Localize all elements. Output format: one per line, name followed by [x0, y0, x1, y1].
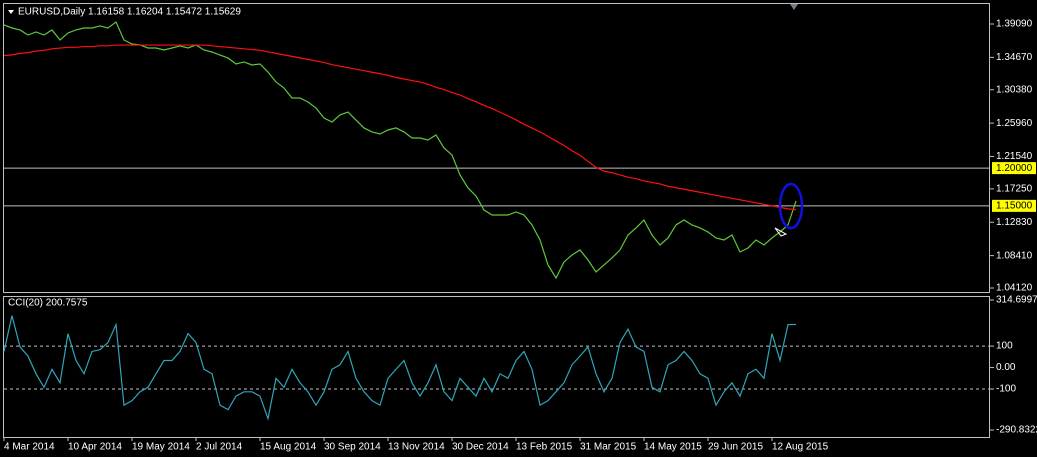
- x-tick-label: 30 Dec 2014: [452, 442, 509, 453]
- y-tick-label: 1.04120: [996, 283, 1033, 294]
- series-line: [3, 315, 797, 421]
- hline-label-box: [992, 199, 1036, 212]
- menu-arrow: [8, 10, 14, 14]
- x-tick-label: 4 Mar 2014: [4, 442, 55, 453]
- cci-panel: [3, 296, 990, 438]
- price-panel: [3, 3, 990, 293]
- y-tick-label: 1.25960: [996, 118, 1033, 129]
- y-tick-label: -100: [996, 384, 1016, 395]
- y-tick-label: -290.8322: [996, 425, 1037, 436]
- x-tick-label: 13 Nov 2014: [388, 442, 445, 453]
- y-tick-label: 100: [996, 341, 1013, 352]
- x-tick-label: 2 Jul 2014: [196, 442, 243, 453]
- y-tick-label: 1.34670: [996, 52, 1033, 63]
- x-tick-label: 10 Apr 2014: [68, 442, 122, 453]
- x-tick-label: 12 Aug 2015: [772, 442, 829, 453]
- shift-marker: [790, 4, 798, 10]
- x-tick-label: 15 Aug 2014: [260, 442, 317, 453]
- x-tick-label: 29 Jun 2015: [708, 442, 763, 453]
- series-line: [3, 44, 797, 211]
- y-tick-label: 1.17250: [996, 184, 1033, 195]
- x-tick-label: 14 May 2015: [644, 442, 702, 453]
- highlight-ellipse: [778, 182, 804, 230]
- y-tick-label: 1.12830: [996, 217, 1033, 228]
- chart-title: EURUSD,Daily 1.16158 1.16204 1.15472 1.1…: [18, 7, 241, 18]
- x-tick-label: 13 Feb 2015: [516, 442, 573, 453]
- y-tick-label: 1.39090: [996, 19, 1033, 30]
- y-tick-label: 1.21540: [996, 151, 1033, 162]
- plot-layer: 1.39090 1.34670 1.30380 1.25960 1.21540 1.172…: [3, 19, 1037, 453]
- hline-label: 1.20000: [996, 163, 1033, 174]
- x-tick-label: 30 Sep 2014: [324, 442, 381, 453]
- hline-label-box: [992, 162, 1036, 175]
- y-tick-label: 0.00: [996, 362, 1016, 373]
- x-tick-label: 19 May 2014: [132, 442, 190, 453]
- y-tick-label: 1.30380: [996, 84, 1033, 95]
- cci-title: CCI(20) 200.7575: [8, 298, 88, 309]
- arrow-mark: [774, 227, 788, 237]
- y-tick-label: 314.6997: [996, 295, 1037, 306]
- x-tick-label: 31 Mar 2015: [580, 442, 637, 453]
- hline-label: 1.15000: [996, 200, 1033, 211]
- y-tick-label: 1.08410: [996, 250, 1033, 261]
